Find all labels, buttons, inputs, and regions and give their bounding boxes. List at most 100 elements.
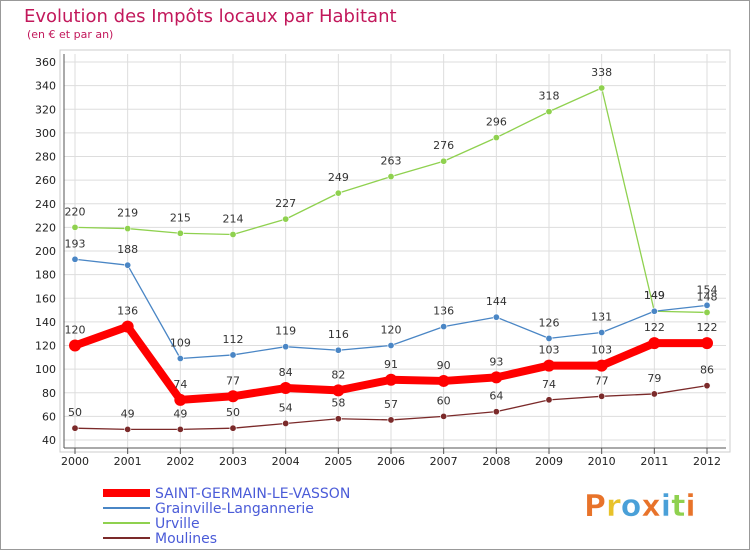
- data-label: 74: [542, 378, 556, 391]
- y-tick-label: 260: [35, 174, 56, 187]
- data-point: [650, 390, 658, 398]
- data-point: [121, 320, 134, 333]
- data-point: [282, 419, 290, 427]
- data-label: 91: [384, 358, 398, 371]
- x-tick-label: 2010: [588, 455, 616, 468]
- data-label: 103: [539, 344, 560, 357]
- x-tick-label: 2002: [166, 455, 194, 468]
- x-tick-label: 2001: [114, 455, 142, 468]
- data-point: [437, 374, 450, 387]
- y-tick-label: 140: [35, 316, 56, 329]
- x-tick-label: 2011: [640, 455, 668, 468]
- data-label: 296: [486, 116, 507, 129]
- data-label: 148: [697, 290, 718, 303]
- data-label: 86: [700, 364, 714, 377]
- data-label: 79: [647, 372, 661, 385]
- data-point: [703, 382, 711, 390]
- data-label: 82: [331, 368, 345, 381]
- data-label: 122: [697, 321, 718, 334]
- x-tick-label: 2000: [61, 455, 89, 468]
- data-point: [385, 373, 397, 386]
- data-point: [387, 173, 395, 181]
- x-tick-label: 2006: [377, 455, 405, 468]
- data-point: [71, 223, 79, 231]
- data-label: 318: [539, 90, 560, 103]
- data-label: 136: [433, 305, 454, 318]
- data-label: 103: [591, 344, 612, 357]
- data-label: 131: [591, 311, 612, 324]
- data-point: [282, 343, 290, 351]
- data-point: [229, 424, 237, 432]
- data-point: [648, 337, 661, 350]
- data-label: 57: [384, 398, 398, 411]
- data-label: 215: [170, 211, 191, 224]
- chart-subtitle: (en € et par an): [27, 28, 113, 41]
- data-point: [440, 323, 448, 331]
- data-label: 149: [644, 289, 665, 302]
- y-tick-label: 300: [35, 127, 56, 140]
- data-label: 90: [437, 359, 451, 372]
- y-tick-label: 360: [35, 56, 56, 69]
- data-label: 227: [275, 197, 296, 210]
- data-point: [545, 396, 553, 404]
- data-point: [387, 341, 395, 349]
- data-point: [227, 390, 239, 403]
- data-point: [124, 425, 132, 433]
- data-point: [176, 229, 184, 237]
- data-label: 120: [381, 324, 402, 337]
- data-label: 58: [331, 397, 345, 410]
- y-tick-label: 200: [35, 245, 56, 258]
- data-point: [176, 425, 184, 433]
- data-label: 50: [226, 406, 240, 419]
- data-label: 122: [644, 321, 665, 334]
- data-point: [174, 393, 187, 406]
- data-point: [332, 384, 345, 397]
- data-point: [492, 313, 500, 321]
- legend-label: Grainville-Langannerie: [155, 501, 314, 517]
- data-label: 119: [275, 325, 296, 338]
- data-label: 144: [486, 295, 507, 308]
- chart-title: Evolution des Impôts locaux par Habitant: [24, 6, 397, 27]
- legend: SAINT-GERMAIN-LE-VASSONGrainville-Langan…: [103, 486, 350, 547]
- data-label: 54: [279, 401, 293, 414]
- data-label: 77: [595, 374, 609, 387]
- data-point: [387, 416, 395, 424]
- data-point: [490, 371, 503, 384]
- data-point: [492, 134, 500, 142]
- data-point: [545, 334, 553, 342]
- x-tick-label: 2009: [535, 455, 563, 468]
- data-label: 120: [65, 324, 86, 337]
- x-tick-label: 2004: [272, 455, 300, 468]
- x-tick-label: 2008: [482, 455, 510, 468]
- data-label: 193: [65, 237, 86, 250]
- data-label: 154: [697, 283, 718, 296]
- y-tick-label: 280: [35, 151, 56, 164]
- data-label: 84: [279, 366, 293, 379]
- data-point: [595, 359, 608, 372]
- data-point: [703, 301, 711, 309]
- data-label: 276: [433, 139, 454, 152]
- data-point: [598, 392, 606, 400]
- data-point: [598, 84, 606, 92]
- data-label: 249: [328, 171, 349, 184]
- y-tick-label: 120: [35, 340, 56, 353]
- data-point: [334, 346, 342, 354]
- proxiti-logo-text: Proxiti: [584, 489, 696, 524]
- data-label: 116: [328, 328, 349, 341]
- data-label: 60: [437, 394, 451, 407]
- data-label: 126: [539, 316, 560, 329]
- y-tick-label: 240: [35, 198, 56, 211]
- data-point: [650, 307, 658, 315]
- data-point: [71, 424, 79, 432]
- data-point: [229, 230, 237, 238]
- x-tick-label: 2012: [693, 455, 721, 468]
- data-point: [71, 255, 79, 263]
- y-tick-label: 80: [42, 387, 56, 400]
- data-point: [598, 329, 606, 337]
- data-label: 136: [117, 305, 138, 318]
- y-tick-label: 100: [35, 363, 56, 376]
- data-label: 149: [644, 289, 665, 302]
- data-label: 93: [489, 355, 503, 368]
- y-tick-label: 320: [35, 103, 56, 116]
